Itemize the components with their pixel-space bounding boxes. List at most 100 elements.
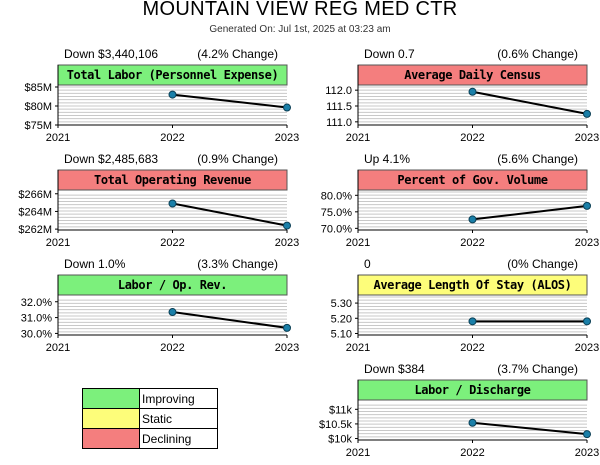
panel-percent-gov-volume: Up 4.1% (5.6% Change) Percent of Gov. Volu… (300, 150, 600, 255)
legend-swatch-static (83, 409, 140, 428)
summary-left: 0 (364, 257, 371, 271)
x-tick-label: 2022 (160, 132, 184, 144)
x-tick-label: 2023 (575, 342, 599, 354)
data-point (168, 308, 177, 317)
generated-timestamp: Generated On: Jul 1st, 2025 at 03:23 am (209, 24, 391, 35)
chart-title: Total Labor (Personnel Expense) (67, 68, 279, 82)
x-tick-label: 2021 (346, 342, 370, 354)
chart-svg: Up 4.1% (5.6% Change) Percent of Gov. Volu… (321, 152, 599, 249)
data-point (468, 215, 477, 224)
legend-item-static: Static (82, 409, 218, 429)
y-tick-label: 30.0% (21, 328, 52, 340)
x-tick-label: 2022 (460, 447, 484, 459)
page-title: MOUNTAIN VIEW REG MED CTR (142, 0, 458, 20)
x-tick-label: 2022 (160, 237, 184, 249)
y-tick-label: 5.20 (331, 313, 352, 325)
summary-right: (0% Change) (507, 257, 578, 271)
chart-svg: Down 1.0% (3.3% Change) Labor / Op. Rev. 30… (21, 257, 299, 354)
data-point (168, 90, 177, 99)
x-tick-label: 2021 (346, 447, 370, 459)
chart-title: Labor / Discharge (414, 383, 530, 397)
y-tick-label: 31.0% (21, 313, 52, 325)
chart-svg: Down $384 (3.7% Change) Labor / Discharge $… (319, 362, 599, 459)
x-tick-label: 2021 (346, 132, 370, 144)
x-tick-label: 2023 (275, 237, 299, 249)
data-point (583, 109, 591, 118)
data-point (168, 199, 177, 208)
data-point (583, 317, 591, 326)
panel-total-labor: Down $3,440,106 (4.2% Change) Total Labor … (0, 45, 300, 150)
y-tick-label: 112.0 (325, 85, 352, 97)
summary-left: Down 0.7 (364, 47, 415, 61)
y-tick-label: 70.0% (321, 223, 352, 235)
chart-title: Percent of Gov. Volume (397, 173, 547, 187)
x-tick-label: 2023 (275, 342, 299, 354)
legend-swatch-improving (83, 389, 140, 408)
x-tick-label: 2023 (575, 132, 599, 144)
x-tick-label: 2021 (346, 237, 370, 249)
y-tick-label: 5.30 (331, 298, 352, 310)
series-line (172, 93, 288, 109)
y-tick-label: $264M (18, 206, 52, 218)
series-line (172, 202, 288, 227)
summary-right: (0.6% Change) (497, 47, 578, 61)
data-point (283, 323, 291, 332)
legend-swatch-declining (83, 429, 140, 448)
x-tick-label: 2021 (46, 342, 70, 354)
summary-right: (5.6% Change) (497, 152, 578, 166)
x-tick-label: 2022 (460, 342, 484, 354)
x-tick-label: 2022 (460, 237, 484, 249)
y-tick-label: $262M (18, 224, 52, 236)
x-tick-label: 2021 (46, 132, 70, 144)
y-tick-label: $10.5k (319, 419, 353, 431)
series-line (472, 421, 588, 436)
data-point (468, 87, 477, 96)
chart-title: Average Length Of Stay (ALOS) (374, 278, 572, 292)
legend-label: Static (142, 411, 173, 426)
series-line (472, 204, 588, 221)
data-point (283, 221, 291, 230)
data-point (583, 201, 591, 210)
y-tick-label: 5.10 (331, 328, 352, 340)
y-tick-label: 75.0% (321, 207, 352, 219)
chart-svg: 0 (0% Change) Average Length Of Stay (ALOS… (331, 257, 600, 354)
panel-average-daily-census: Down 0.7 (0.6% Change) Average Daily Censu… (300, 45, 600, 150)
data-point (283, 103, 291, 112)
legend: Improving Static Declining (82, 388, 218, 449)
y-tick-label: 111.0 (326, 117, 352, 129)
y-tick-label: $10k (328, 434, 352, 446)
summary-left: Down $2,485,683 (64, 152, 158, 166)
y-tick-label: 111.5 (326, 101, 352, 113)
y-tick-label: $85M (24, 82, 52, 94)
data-point (468, 418, 477, 427)
x-tick-label: 2021 (46, 237, 70, 249)
panel-total-operating-revenue: Down $2,485,683 (0.9% Change) Total Operat… (0, 150, 300, 255)
x-tick-label: 2023 (275, 132, 299, 144)
x-tick-label: 2023 (575, 237, 599, 249)
x-tick-label: 2022 (460, 132, 484, 144)
summary-left: Down $3,440,106 (64, 47, 158, 61)
y-tick-label: $75M (24, 120, 52, 132)
legend-label: Improving (142, 391, 195, 406)
summary-right: (3.3% Change) (197, 257, 278, 271)
panel-labor-op-rev: Down 1.0% (3.3% Change) Labor / Op. Rev. 30… (0, 255, 300, 360)
summary-right: (0.9% Change) (197, 152, 278, 166)
legend-label: Declining (142, 431, 192, 446)
chart-svg: Down 0.7 (0.6% Change) Average Daily Censu… (325, 47, 599, 144)
chart-title: Average Daily Census (404, 68, 541, 82)
y-tick-label: 32.0% (21, 297, 52, 309)
x-tick-label: 2023 (575, 447, 599, 459)
legend-item-declining: Declining (82, 429, 218, 449)
summary-right: (4.2% Change) (197, 47, 278, 61)
panel-labor-discharge: Down $384 (3.7% Change) Labor / Discharge $… (300, 360, 600, 465)
y-tick-label: $266M (18, 189, 52, 201)
legend-item-improving: Improving (82, 388, 218, 409)
summary-left: Down $384 (364, 362, 425, 376)
y-tick-label: $80M (24, 101, 52, 113)
y-tick-label: $11k (329, 404, 353, 416)
series-line (472, 90, 588, 115)
summary-left: Down 1.0% (64, 257, 126, 271)
summary-left: Up 4.1% (364, 152, 410, 166)
data-point (583, 430, 591, 439)
chart-svg: Down $3,440,106 (4.2% Change) Total Labor … (24, 47, 299, 144)
